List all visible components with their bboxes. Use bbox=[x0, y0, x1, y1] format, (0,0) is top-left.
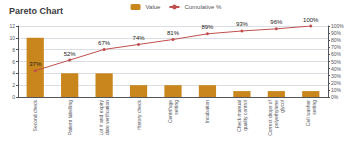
svg-text:40%: 40% bbox=[331, 66, 342, 72]
svg-text:Correct drops of: Correct drops of bbox=[267, 100, 274, 136]
svg-text:setting: setting bbox=[173, 100, 179, 115]
svg-text:Pareto Chart: Pareto Chart bbox=[9, 6, 63, 16]
svg-text:81%: 81% bbox=[167, 30, 180, 36]
svg-text:0: 0 bbox=[12, 94, 15, 100]
svg-text:8: 8 bbox=[12, 47, 15, 53]
svg-text:polyethylene: polyethylene bbox=[273, 100, 280, 129]
svg-text:History check: History check bbox=[136, 100, 142, 131]
svg-text:50%: 50% bbox=[331, 59, 342, 65]
svg-text:4: 4 bbox=[12, 70, 15, 76]
svg-text:Check manual: Check manual bbox=[235, 100, 242, 132]
svg-text:100%: 100% bbox=[331, 23, 344, 29]
svg-text:89%: 89% bbox=[201, 24, 214, 30]
svg-text:Incubation: Incubation bbox=[204, 100, 210, 123]
svg-text:90%: 90% bbox=[331, 30, 342, 36]
svg-text:30%: 30% bbox=[331, 73, 342, 79]
svg-text:quality control: quality control bbox=[242, 100, 248, 131]
svg-text:Lot # and expiry: Lot # and expiry bbox=[98, 100, 105, 136]
svg-text:6: 6 bbox=[12, 59, 15, 65]
svg-text:Second check: Second check bbox=[32, 100, 38, 132]
svg-text:Value: Value bbox=[146, 4, 162, 10]
svg-text:70%: 70% bbox=[331, 44, 342, 50]
svg-text:Cumulative %: Cumulative % bbox=[184, 4, 222, 10]
svg-text:12: 12 bbox=[9, 23, 15, 29]
svg-text:20%: 20% bbox=[331, 80, 342, 86]
svg-text:60%: 60% bbox=[331, 51, 342, 57]
svg-text:37%: 37% bbox=[29, 61, 42, 67]
svg-text:2: 2 bbox=[12, 82, 15, 88]
svg-text:67%: 67% bbox=[98, 40, 111, 46]
svg-text:0%: 0% bbox=[331, 94, 339, 100]
svg-text:glycol: glycol bbox=[279, 100, 285, 113]
svg-text:100%: 100% bbox=[303, 17, 319, 23]
svg-text:Centrifuge: Centrifuge bbox=[167, 100, 173, 124]
svg-text:80%: 80% bbox=[331, 37, 342, 43]
svg-text:Cell washer: Cell washer bbox=[304, 100, 311, 127]
svg-text:52%: 52% bbox=[64, 51, 77, 57]
svg-text:setting: setting bbox=[311, 100, 317, 115]
svg-text:93%: 93% bbox=[236, 21, 249, 27]
svg-text:10%: 10% bbox=[331, 87, 342, 93]
svg-text:Patient labelling: Patient labelling bbox=[67, 100, 73, 136]
svg-text:date verification: date verification bbox=[104, 100, 110, 135]
svg-text:96%: 96% bbox=[270, 19, 283, 25]
svg-text:10: 10 bbox=[9, 35, 15, 41]
svg-text:74%: 74% bbox=[133, 35, 146, 41]
